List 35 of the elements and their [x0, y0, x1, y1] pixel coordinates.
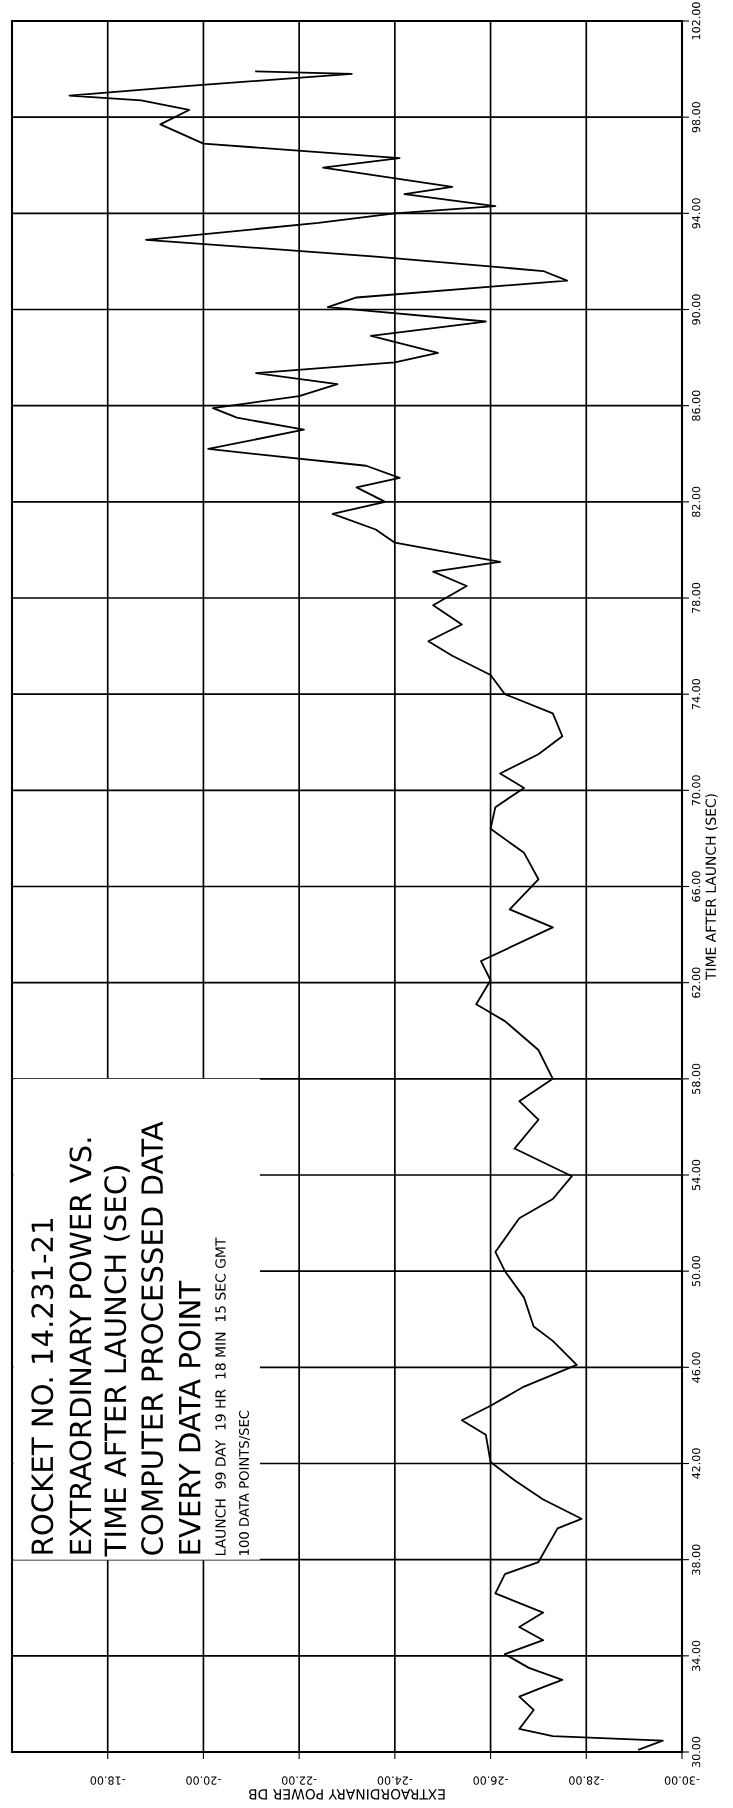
- y-tick-label: 74.00: [691, 679, 701, 710]
- y-axis-title: TIME AFTER LAUNCH (SEC): [705, 794, 718, 981]
- y-tick-label: 70.00: [691, 775, 701, 806]
- x-tick-label: -22.00: [281, 1776, 317, 1785]
- y-tick-label: 42.00: [691, 1448, 701, 1479]
- annotation: EXTRAORDINARY POWER VS.: [69, 1138, 92, 1554]
- y-tick-label: 50.00: [691, 1256, 701, 1287]
- text: ROCKET NO. 14.231-21: [31, 1219, 54, 1554]
- x-tick-label: -28.00: [569, 1776, 604, 1785]
- y-tick-label: 38.00: [691, 1544, 701, 1575]
- y-tick-label: 58.00: [691, 1063, 701, 1094]
- annotation: 100 DATA POINTS/SEC: [239, 1410, 251, 1555]
- x-tick-label: -30.00: [664, 1776, 700, 1785]
- y-tick-label: 98.00: [691, 102, 701, 133]
- annotation: COMPUTER PROCESSED DATA: [141, 1121, 164, 1555]
- y-tick-label: 62.00: [691, 967, 701, 998]
- annotation: EVERY DATA POINT: [178, 1280, 201, 1554]
- y-tick-label: 30.00: [691, 1736, 701, 1768]
- y-tick-label: 82.00: [691, 486, 701, 517]
- x-tick-label: -20.00: [186, 1776, 221, 1785]
- x-tick-label: -18.00: [90, 1776, 126, 1785]
- y-tick-label: 90.00: [691, 294, 701, 325]
- y-tick-label: 78.00: [691, 582, 701, 613]
- y-tick-label: 102.00: [691, 2, 701, 40]
- annotation: TIME AFTER LAUNCH (SEC): [103, 1165, 130, 1557]
- x-tick-label: -26.00: [473, 1776, 508, 1785]
- x-tick-label: -24.00: [377, 1776, 413, 1785]
- x-axis-title: EXTRAORDINARY POWER DB: [249, 1789, 445, 1800]
- y-tick-label: 86.00: [691, 390, 701, 421]
- y-tick-label: 46.00: [691, 1352, 701, 1383]
- y-tick-label: 54.00: [691, 1159, 701, 1191]
- y-tick-label: 94.00: [691, 198, 701, 229]
- annotation: LAUNCH 99 DAY 19 HR 18 MIN 15 SEC GMT: [215, 1237, 226, 1556]
- y-tick-label: 34.00: [691, 1640, 701, 1671]
- y-tick-label: 66.00: [691, 871, 701, 902]
